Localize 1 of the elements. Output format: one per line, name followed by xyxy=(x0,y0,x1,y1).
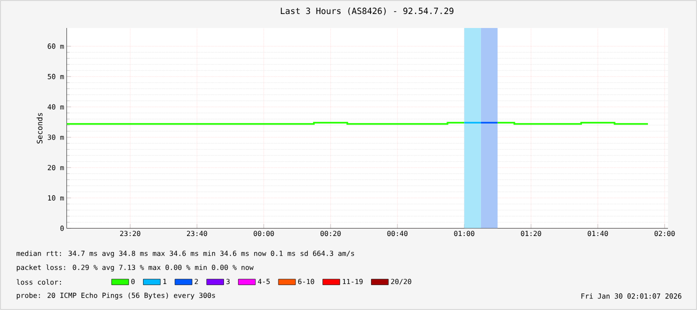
chart-title: Last 3 Hours (AS8426) - 92.54.7.29 xyxy=(280,8,454,16)
